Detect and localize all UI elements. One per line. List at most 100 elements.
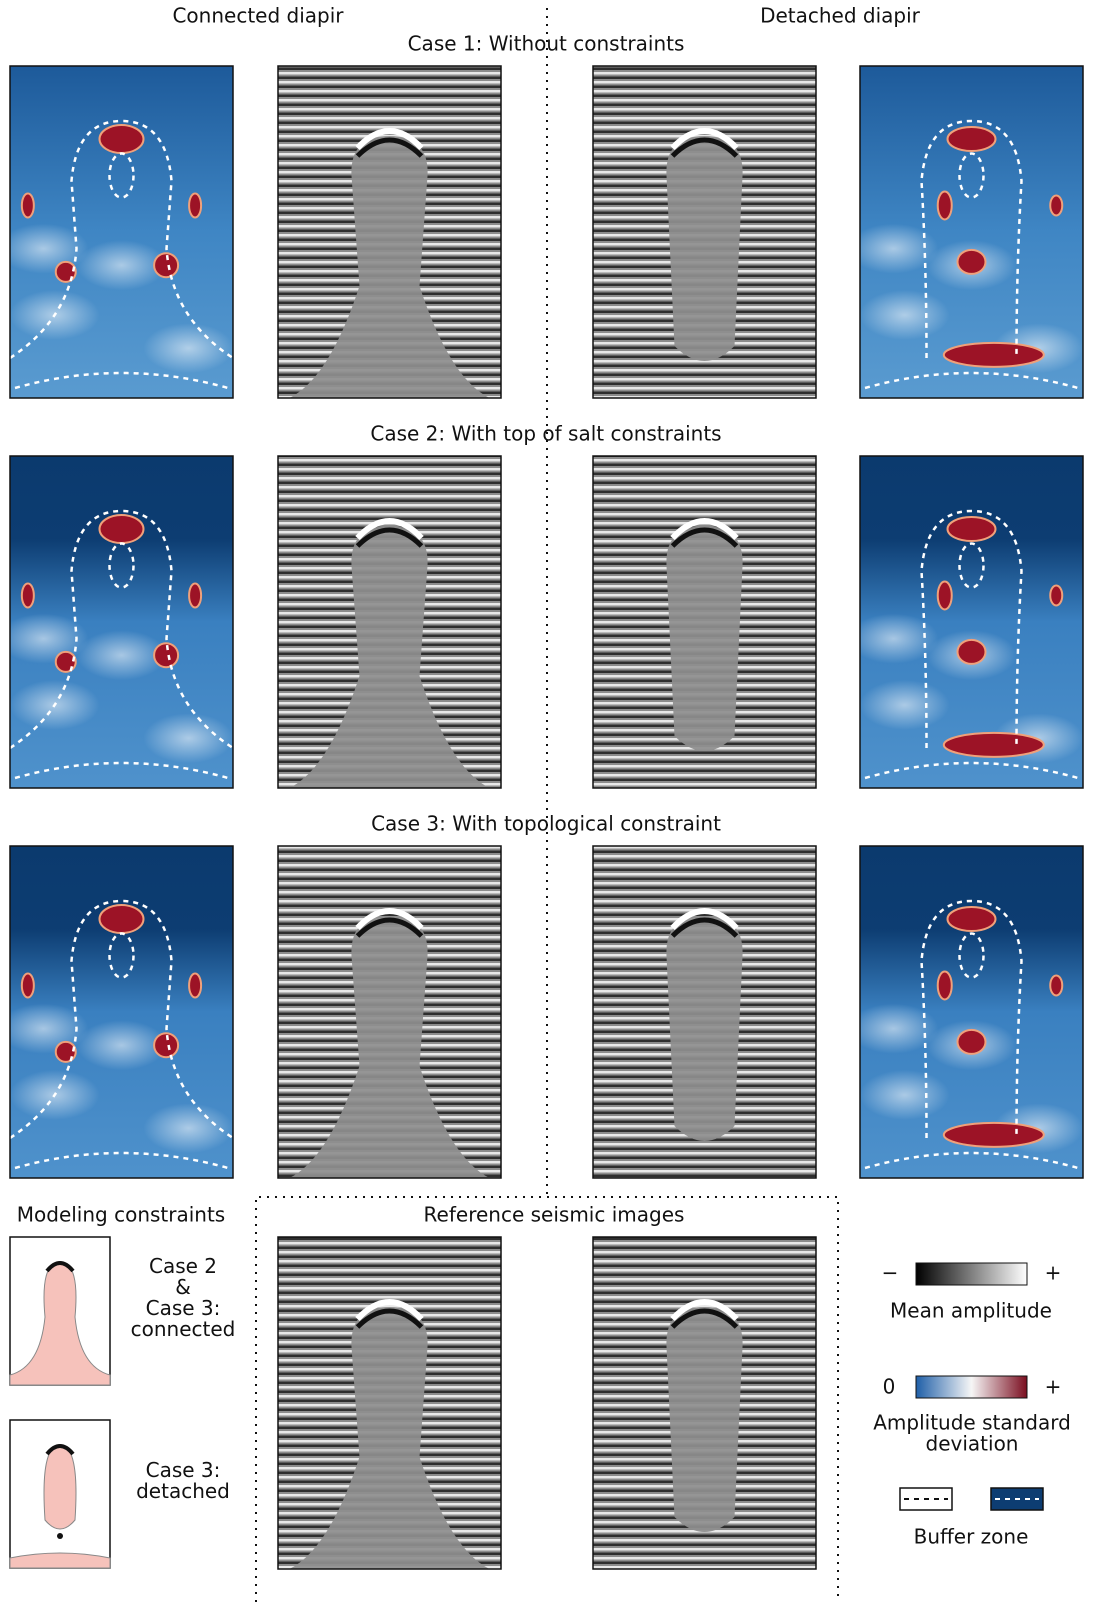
glow — [143, 323, 234, 374]
top-reflector — [670, 908, 739, 931]
inner-outline — [958, 152, 985, 199]
glow — [859, 680, 950, 730]
buffer-outline — [920, 119, 1023, 359]
std-blob — [936, 970, 953, 1001]
std-blob — [936, 580, 953, 611]
top-reflector — [355, 518, 424, 541]
top-reflector — [670, 137, 739, 158]
legend-label: Buffer zone — [914, 1525, 1029, 1549]
inner-outline — [108, 932, 135, 979]
std-blob — [54, 1040, 77, 1063]
sketch-label: connected — [131, 1317, 236, 1341]
legend-label: Amplitude standard — [873, 1411, 1071, 1435]
glow — [143, 1103, 234, 1154]
legend-label: deviation — [926, 1432, 1019, 1456]
colorbar — [915, 1375, 1028, 1399]
std-blob — [188, 582, 203, 609]
std-blob — [942, 731, 1045, 758]
panel-frame — [592, 1236, 817, 1570]
diapir-body — [666, 526, 743, 751]
std-blob — [956, 248, 987, 275]
sketch-label: Case 3: — [146, 1296, 221, 1320]
inner-outline — [958, 932, 985, 979]
buffer-outline — [920, 899, 1023, 1139]
top-reflector — [355, 1308, 424, 1329]
glow — [76, 240, 167, 291]
std-blob — [98, 514, 145, 545]
diapir-body — [289, 916, 490, 1178]
std-blob — [1049, 194, 1064, 217]
top-reflector — [670, 518, 739, 541]
top-reflector — [355, 137, 424, 158]
std-blob — [946, 906, 997, 933]
diapir-body — [666, 1307, 743, 1532]
std-blob — [188, 192, 203, 219]
top-reflector — [670, 527, 739, 548]
diapir-body — [289, 526, 490, 788]
std-blob — [1049, 974, 1064, 997]
panel-frame — [859, 65, 1084, 399]
diapir-body — [666, 916, 743, 1141]
diapir-body — [666, 136, 743, 361]
panel-frame — [9, 65, 234, 399]
std-blob — [942, 341, 1045, 368]
panel-frame — [592, 65, 817, 399]
std-blob — [20, 192, 35, 219]
seismic-panel — [592, 455, 817, 789]
column-header: Connected diapir — [172, 4, 344, 28]
std-blob — [942, 1121, 1045, 1148]
top-reflector — [355, 1299, 424, 1322]
sketch-label: Case 2 — [149, 1254, 217, 1278]
top-reflector — [670, 1299, 739, 1322]
top-reflector — [355, 917, 424, 938]
diapir-body — [289, 1307, 490, 1569]
glow — [848, 613, 939, 664]
glow — [76, 630, 167, 681]
seismic-panel — [277, 455, 502, 789]
reference-box — [255, 1196, 839, 1602]
std-blob — [20, 582, 35, 609]
panel-frame — [277, 65, 502, 399]
glow — [848, 1003, 939, 1054]
legend-zero: 0 — [883, 1375, 896, 1399]
buffer-outline — [920, 509, 1023, 749]
std-blob — [946, 126, 997, 153]
panel-frame — [9, 455, 234, 789]
glow — [76, 1020, 167, 1071]
diapir-body — [289, 136, 490, 398]
std-blob — [54, 650, 77, 673]
panel-frame — [277, 845, 502, 1179]
colorbar — [915, 1262, 1028, 1286]
legend-label: Mean amplitude — [890, 1299, 1052, 1323]
panel-frame — [592, 845, 817, 1179]
std-blob — [153, 252, 180, 279]
top-reflector — [355, 527, 424, 548]
std-blob — [54, 260, 77, 283]
glow — [848, 223, 939, 274]
panel-frame — [859, 455, 1084, 789]
column-header: Detached diapir — [760, 4, 921, 28]
std-panel — [0, 845, 234, 1179]
section-title: Modeling constraints — [17, 1203, 225, 1227]
panel-frame — [592, 455, 817, 789]
std-blob — [956, 638, 987, 665]
top-constraint — [45, 1444, 75, 1456]
salt-body — [9, 1444, 111, 1569]
std-panel — [848, 455, 1084, 789]
constraint-sketch: Case 2&Case 3:connected — [9, 1236, 236, 1386]
std-blob — [20, 972, 35, 999]
constraint-sketch: Case 3:detached — [9, 1419, 230, 1569]
std-blob — [936, 190, 953, 221]
std-panel — [848, 845, 1084, 1179]
legend-plus: + — [1045, 1375, 1062, 1399]
top-reflector — [355, 908, 424, 931]
inner-outline — [108, 542, 135, 589]
glow — [143, 713, 234, 764]
top-reflector — [670, 917, 739, 938]
std-blob — [188, 972, 203, 999]
std-blob — [1049, 584, 1064, 607]
top-reflector — [355, 128, 424, 151]
sketch-label: & — [175, 1275, 191, 1299]
panel-frame — [277, 455, 502, 789]
